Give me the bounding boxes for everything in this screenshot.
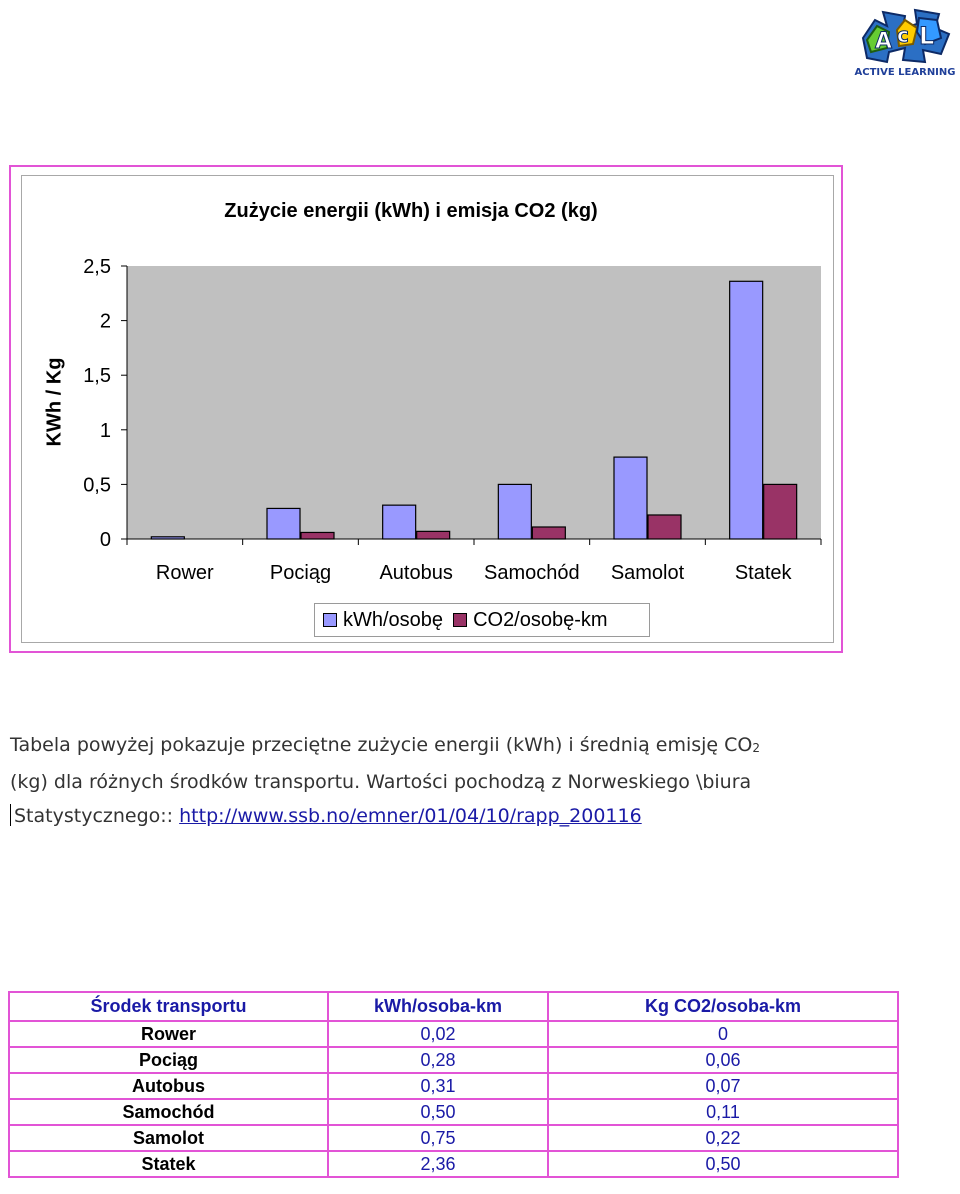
- header-kwh: kWh/osoba-km: [327, 991, 549, 1022]
- legend-item-co2: CO2/osobę-km: [453, 609, 608, 632]
- x-tick-label: Samochód: [484, 562, 580, 584]
- chart-title: Zużycie energii (kWh) i emisja CO2 (kg): [224, 200, 598, 222]
- cell-co2: 0: [547, 1020, 899, 1048]
- paragraph-line-3: Statystycznego:: http://www.ssb.no/emner…: [10, 799, 910, 833]
- cell-transport: Pociąg: [8, 1046, 329, 1074]
- description-paragraph: Tabela powyżej pokazuje przeciętne zużyc…: [10, 728, 910, 833]
- cell-kwh: 0,31: [327, 1072, 549, 1100]
- legend-label-kwh: kWh/osobę: [343, 608, 444, 631]
- bar-co2: [763, 483, 798, 540]
- cell-transport: Statek: [8, 1150, 329, 1178]
- table-row: Rower 0,02 0: [8, 1020, 899, 1048]
- bar-kwh: [150, 536, 185, 540]
- cell-co2: 0,06: [547, 1046, 899, 1074]
- cell-co2: 0,07: [547, 1072, 899, 1100]
- cell-kwh: 0,50: [327, 1098, 549, 1126]
- paragraph-line-3-text: Statystycznego::: [14, 805, 180, 827]
- cell-transport: Samolot: [8, 1124, 329, 1152]
- data-table: Środek transportu kWh/osoba-km Kg CO2/os…: [8, 991, 899, 1178]
- chart-area: [21, 175, 834, 643]
- bar-co2: [647, 514, 682, 540]
- cell-kwh: 2,36: [327, 1150, 549, 1178]
- plot-area: [127, 266, 821, 539]
- cell-kwh: 0,02: [327, 1020, 549, 1048]
- text-cursor-bar: [10, 804, 11, 826]
- table-row: Samolot 0,75 0,22: [8, 1124, 899, 1152]
- active-learning-logo: A c L ACTIVE LEARNING: [853, 4, 957, 80]
- co2-subscript: 2: [752, 741, 761, 755]
- bar-co2: [416, 530, 451, 540]
- bar-kwh: [729, 280, 764, 540]
- y-tick-label: 1,5: [83, 365, 111, 387]
- legend-swatch-kwh: [323, 613, 337, 627]
- legend-item-kwh: kWh/osobę: [323, 609, 443, 632]
- chart-legend: kWh/osobę CO2/osobę-km: [314, 603, 650, 637]
- table-row: Autobus 0,31 0,07: [8, 1072, 899, 1100]
- header-transport: Środek transportu: [8, 991, 329, 1022]
- table-header-row: Środek transportu kWh/osoba-km Kg CO2/os…: [8, 991, 899, 1022]
- y-tick-label: 2: [100, 311, 111, 333]
- cell-co2: 0,11: [547, 1098, 899, 1126]
- table-row: Statek 2,36 0,50: [8, 1150, 899, 1178]
- cell-kwh: 0,75: [327, 1124, 549, 1152]
- bar-kwh: [613, 456, 648, 540]
- cell-transport: Samochód: [8, 1098, 329, 1126]
- paragraph-line-1: Tabela powyżej pokazuje przeciętne zużyc…: [10, 728, 910, 765]
- legend-swatch-co2: [453, 613, 468, 627]
- y-tick-label: 2,5: [83, 256, 111, 278]
- table-row: Samochód 0,50 0,11: [8, 1098, 899, 1126]
- cell-transport: Autobus: [8, 1072, 329, 1100]
- header-co2: Kg CO2/osoba-km: [547, 991, 899, 1022]
- bar-co2: [531, 526, 566, 540]
- x-tick-label: Rower: [156, 562, 214, 584]
- y-tick-label: 0,5: [83, 474, 111, 496]
- bar-co2: [300, 531, 335, 540]
- y-tick-label: 0: [100, 529, 111, 551]
- paragraph-line-2: (kg) dla różnych środków transportu. War…: [10, 771, 752, 793]
- x-tick-label: Pociąg: [270, 562, 331, 584]
- logo-text: ACTIVE LEARNING: [855, 67, 956, 78]
- bar-kwh: [266, 507, 301, 540]
- svg-text:c: c: [897, 23, 909, 47]
- legend-label-co2: CO2/osobę-km: [473, 608, 608, 631]
- source-link[interactable]: http://www.ssb.no/emner/01/04/10/rapp_20…: [179, 805, 642, 827]
- cell-co2: 0,50: [547, 1150, 899, 1178]
- bar-chart: 0 0,5 1 1,5 2 2,5 Rower Pociąg Autobus Samochód Sa…: [83, 256, 822, 584]
- paragraph-line-1-text: Tabela powyżej pokazuje przeciętne zużyc…: [10, 734, 753, 756]
- table-row: Pociąg 0,28 0,06: [8, 1046, 899, 1074]
- x-tick-label: Statek: [735, 562, 793, 584]
- y-tick-label: 1: [100, 420, 111, 442]
- svg-text:A: A: [875, 29, 892, 54]
- bar-kwh: [497, 483, 532, 540]
- svg-text:L: L: [919, 22, 934, 50]
- cell-transport: Rower: [8, 1020, 329, 1048]
- bar-kwh: [382, 504, 417, 540]
- x-tick-label: Autobus: [379, 562, 452, 584]
- cell-co2: 0,22: [547, 1124, 899, 1152]
- x-tick-label: Samolot: [611, 562, 685, 584]
- cell-kwh: 0,28: [327, 1046, 549, 1074]
